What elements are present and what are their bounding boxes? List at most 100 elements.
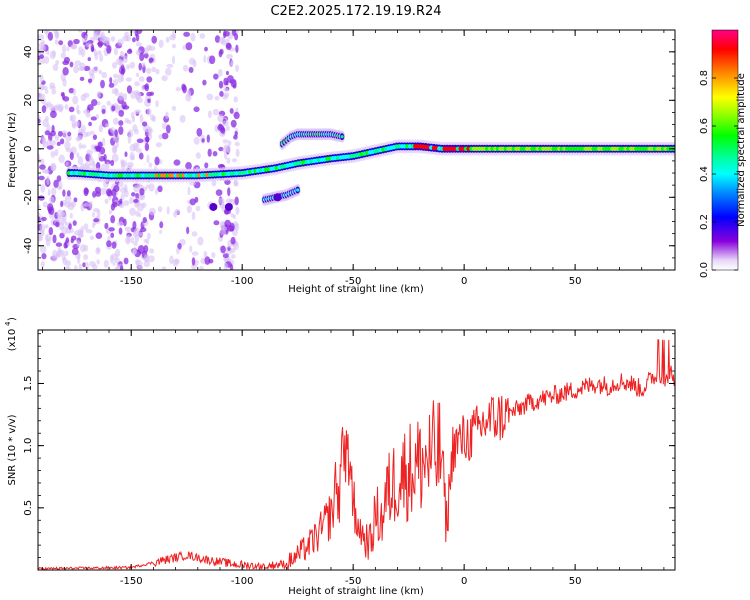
spectrogram-noise-blob	[54, 221, 60, 228]
spectrogram-noise-blob	[209, 55, 216, 65]
spectrogram-noise-blob	[62, 66, 69, 76]
colorbar-tick-label: 0.6	[699, 118, 710, 134]
spectrogram-noise-blob	[91, 46, 95, 52]
spectrogram-noise-blob	[90, 116, 98, 121]
spectrogram-noise-blob	[68, 106, 75, 113]
spectrogram-noise-blob	[159, 229, 163, 234]
spectrogram-noise-blob	[191, 231, 198, 237]
spectrogram-noise-blob	[233, 111, 240, 120]
spectrogram-secondary-feature	[261, 184, 301, 206]
spectrogram-noise-blob	[59, 138, 65, 145]
spectrogram-noise-blob	[78, 263, 82, 270]
spectrogram-noise-blob	[89, 130, 95, 135]
colorbar-ticks: 0.0 0.2 0.4 0.6 0.8	[699, 70, 738, 278]
spectrogram-secondary-feature	[279, 128, 346, 150]
spectrogram-noise-blob	[149, 207, 156, 216]
spectrogram-track	[66, 139, 675, 183]
spectrogram-noise-blob	[122, 105, 130, 110]
spectrogram-noise-blob	[214, 95, 220, 101]
spectrogram-noise-blob	[99, 54, 104, 62]
colorbar: 0.0 0.2 0.4 0.6 0.8 Normalized spectral ampl…	[699, 29, 747, 278]
spectrogram-noise-blob	[146, 76, 153, 83]
spectrogram-noise-blob	[64, 250, 69, 257]
spectrogram-noise-blob	[148, 248, 155, 254]
spectrogram-noise-blob	[38, 195, 45, 201]
spectrogram-noise-blob	[117, 38, 124, 46]
spectrogram-noise-blob	[132, 246, 137, 255]
spectrogram-noise-blob	[84, 261, 89, 270]
spectrogram-noise-blob	[212, 108, 220, 116]
spectrogram-noise-blob	[68, 223, 72, 230]
spectrogram-noise-blob	[100, 79, 105, 89]
spectrogram-noise-blob	[118, 227, 123, 235]
spectrogram-noise-blob	[188, 66, 194, 73]
spectrogram-noise-blob	[191, 251, 199, 256]
spectrogram-noise-blob	[155, 68, 160, 75]
spectrogram-noise-blob	[201, 138, 205, 143]
spectrogram-noise-blob	[235, 148, 240, 157]
spectrogram-noise-blob	[148, 162, 153, 168]
spectrogram-noise-blob	[71, 247, 79, 256]
spectrogram-noise-blob	[130, 236, 134, 244]
spectrogram-noise-blob	[85, 42, 92, 48]
spectrogram-noise-blob	[204, 46, 208, 52]
spectrogram-noise-blob	[41, 85, 48, 91]
snr-x-tick-label: -50	[345, 576, 361, 587]
spectrogram-noise-blob	[111, 105, 116, 112]
spectrogram-noise-blob	[222, 30, 227, 39]
snr-y-tick-label: 1.5	[23, 376, 34, 392]
spectrogram-noise-blob	[64, 194, 72, 204]
spectrogram-noise-blob	[73, 65, 79, 74]
spectrogram-noise-blob	[52, 249, 58, 259]
spectrogram-noise-blob	[42, 201, 49, 208]
spectrogram-noise-blob	[219, 90, 224, 97]
snr-x-label: Height of straight line (km)	[288, 586, 424, 597]
spectrogram-noise-blob	[62, 96, 70, 102]
spectrogram-noise-blob	[126, 234, 131, 243]
spectrogram-noise-blob	[62, 60, 70, 66]
spectrogram-noise-blob	[213, 220, 220, 226]
spectrogram-noise-blob	[134, 81, 140, 87]
spectrogram-noise-blob	[122, 200, 130, 206]
spectrogram-x-ticks: -150 -100 -50 0 50	[42, 30, 665, 287]
snr-scale-factor: (x10 4 )	[4, 317, 18, 351]
spectrogram-noise-blob	[39, 164, 46, 170]
spectrogram-noise-blob	[81, 144, 87, 149]
spectrogram-noise-blob	[76, 240, 81, 248]
spec-y-tick-label: 0	[23, 146, 34, 152]
spectrogram-noise-blob	[54, 148, 59, 157]
spectrogram-noise-blob	[111, 253, 118, 261]
spec-x-tick-label: -150	[120, 276, 143, 287]
spectrogram-noise-blob	[225, 70, 229, 76]
spectrogram-noise-blob	[220, 245, 226, 254]
spectrogram-noise-blob	[118, 110, 125, 117]
spectrogram-noise-blob	[54, 31, 60, 40]
spectrogram-noise-blob	[73, 197, 78, 203]
spectrogram-noise-blob	[148, 255, 155, 263]
spectrogram-noise-blob	[44, 130, 51, 136]
spectrogram-noise-blob	[106, 162, 110, 171]
spectrogram-noise-blob	[41, 216, 47, 222]
spectrogram-noise-blob	[69, 152, 74, 160]
spectrogram-noise-blob	[204, 256, 211, 265]
spectrogram-noise-blob	[110, 159, 115, 167]
spectrogram-noise-blob	[151, 35, 158, 44]
spectrogram-noise-blob	[191, 211, 196, 221]
spectrogram-noise-blob	[69, 115, 73, 122]
spectrogram-noise-blob	[54, 39, 59, 45]
spectrogram-noise-blob	[49, 139, 57, 146]
spectrogram-noise-blob	[123, 218, 127, 227]
spectrogram-noise-blob	[157, 185, 163, 193]
spectrogram-blob	[209, 202, 218, 211]
spectrogram-noise-blob	[111, 61, 117, 69]
spectrogram-noise-blob	[120, 193, 125, 201]
spectrogram-noise-blob	[57, 130, 63, 137]
spectrogram-noise-blob	[112, 201, 118, 208]
spectrogram-noise-blob	[123, 257, 129, 265]
spectrogram-noise-blob	[185, 161, 192, 170]
spectrogram-noise-blob	[129, 61, 136, 69]
spectrogram-noise-blob	[221, 37, 226, 46]
spectrogram-noise-blob	[78, 233, 85, 238]
spectrogram-noise-blob	[108, 227, 115, 232]
spectrogram-noise-blob	[47, 188, 51, 196]
